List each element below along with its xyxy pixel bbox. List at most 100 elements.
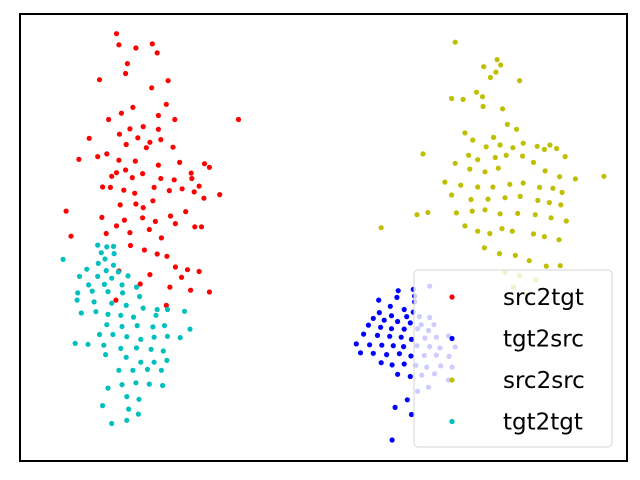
point-tgt2tgt-39 (104, 322, 110, 328)
point-tgt2tgt-28 (123, 302, 129, 308)
point-tgt2tgt-55 (118, 345, 124, 351)
point-tgt2src-4 (376, 297, 382, 303)
point-src2tgt-11 (130, 104, 136, 110)
point-tgt2tgt-62 (151, 359, 157, 365)
point-tgt2tgt-65 (130, 367, 136, 373)
point-src2src-34 (467, 166, 473, 172)
point-src2src-20 (510, 145, 516, 151)
point-tgt2src-30 (398, 334, 404, 340)
point-src2src-8 (479, 94, 486, 100)
point-tgt2tgt-42 (150, 324, 156, 330)
point-tgt2tgt-79 (109, 420, 115, 427)
series-tgt2tgt (60, 242, 193, 427)
point-tgt2tgt-22 (105, 289, 111, 295)
point-src2src-4 (493, 69, 499, 75)
point-src2tgt-24 (143, 145, 149, 151)
point-src2tgt-86 (178, 274, 185, 280)
point-src2tgt-26 (235, 116, 242, 123)
point-src2tgt-27 (86, 135, 92, 141)
point-tgt2tgt-78 (124, 417, 130, 423)
point-src2src-21 (520, 140, 526, 146)
point-tgt2src-15 (370, 315, 376, 321)
point-tgt2src-66 (404, 397, 410, 403)
point-src2src-6 (517, 78, 523, 84)
point-tgt2tgt-34 (105, 311, 111, 317)
point-src2tgt-25 (170, 144, 176, 150)
point-tgt2tgt-49 (151, 334, 157, 340)
point-src2tgt-46 (196, 183, 202, 189)
point-tgt2tgt-76 (126, 406, 132, 412)
point-src2tgt-39 (123, 167, 129, 173)
point-tgt2src-53 (389, 362, 395, 368)
legend-marker-tgt2tgt (449, 418, 455, 425)
point-tgt2src-47 (396, 351, 402, 357)
point-tgt2src-37 (379, 342, 385, 348)
point-src2src-80 (512, 252, 518, 258)
point-tgt2tgt-24 (137, 293, 143, 300)
point-src2tgt-79 (154, 251, 160, 257)
point-src2src-11 (480, 103, 486, 110)
point-tgt2tgt-67 (158, 367, 164, 373)
point-tgt2src-39 (401, 344, 407, 350)
point-src2tgt-61 (63, 208, 69, 214)
point-src2tgt-32 (132, 158, 138, 164)
point-tgt2src-46 (384, 352, 390, 358)
point-src2tgt-43 (158, 175, 164, 182)
point-src2src-14 (513, 126, 520, 132)
legend-box (413, 269, 613, 448)
point-src2src-44 (475, 184, 481, 190)
point-tgt2src-27 (361, 331, 367, 337)
legend-label-tgt2src: tgt2src (503, 327, 584, 353)
point-src2tgt-77 (127, 242, 134, 249)
point-tgt2tgt-44 (187, 326, 193, 332)
point-src2tgt-10 (163, 101, 169, 107)
point-src2tgt-91 (113, 297, 119, 303)
point-src2tgt-16 (140, 124, 146, 130)
point-tgt2tgt-9 (84, 266, 90, 272)
point-src2tgt-63 (121, 217, 127, 223)
point-tgt2tgt-70 (133, 380, 139, 386)
point-src2src-46 (507, 181, 513, 187)
point-src2tgt-15 (106, 116, 112, 123)
point-src2src-30 (541, 146, 548, 152)
point-src2tgt-54 (132, 190, 138, 196)
point-tgt2tgt-2 (110, 243, 117, 249)
point-tgt2src-48 (408, 353, 414, 359)
point-src2src-23 (547, 142, 553, 148)
point-src2tgt-42 (129, 175, 135, 181)
point-src2tgt-48 (100, 184, 106, 190)
point-src2src-36 (495, 165, 501, 171)
point-src2src-32 (562, 154, 568, 160)
point-src2tgt-17 (127, 126, 133, 132)
point-tgt2tgt-13 (95, 273, 101, 279)
point-tgt2tgt-77 (135, 411, 141, 417)
point-tgt2tgt-4 (111, 251, 117, 257)
point-src2tgt-75 (158, 235, 164, 241)
point-src2src-73 (499, 226, 505, 232)
point-src2src-79 (496, 251, 503, 257)
point-src2src-75 (530, 231, 537, 237)
point-tgt2tgt-30 (154, 306, 160, 313)
point-tgt2tgt-61 (138, 359, 144, 365)
point-tgt2tgt-10 (103, 268, 109, 274)
point-src2tgt-88 (167, 284, 173, 290)
point-tgt2src-35 (353, 341, 359, 347)
point-src2tgt-49 (107, 184, 113, 190)
point-src2src-15 (462, 130, 468, 136)
point-tgt2tgt-40 (119, 323, 125, 330)
point-src2tgt-21 (147, 139, 153, 145)
point-tgt2tgt-54 (101, 342, 107, 348)
point-src2src-59 (414, 212, 420, 218)
point-tgt2tgt-66 (144, 366, 151, 372)
point-tgt2tgt-21 (89, 288, 95, 294)
point-tgt2tgt-75 (100, 403, 106, 409)
point-src2src-47 (520, 180, 526, 186)
point-src2src-65 (515, 210, 521, 216)
point-src2tgt-50 (121, 187, 127, 193)
point-tgt2tgt-11 (115, 269, 121, 275)
point-tgt2tgt-48 (138, 336, 144, 342)
point-src2tgt-20 (135, 135, 141, 141)
point-src2tgt-78 (141, 247, 147, 253)
point-tgt2tgt-33 (93, 309, 99, 315)
